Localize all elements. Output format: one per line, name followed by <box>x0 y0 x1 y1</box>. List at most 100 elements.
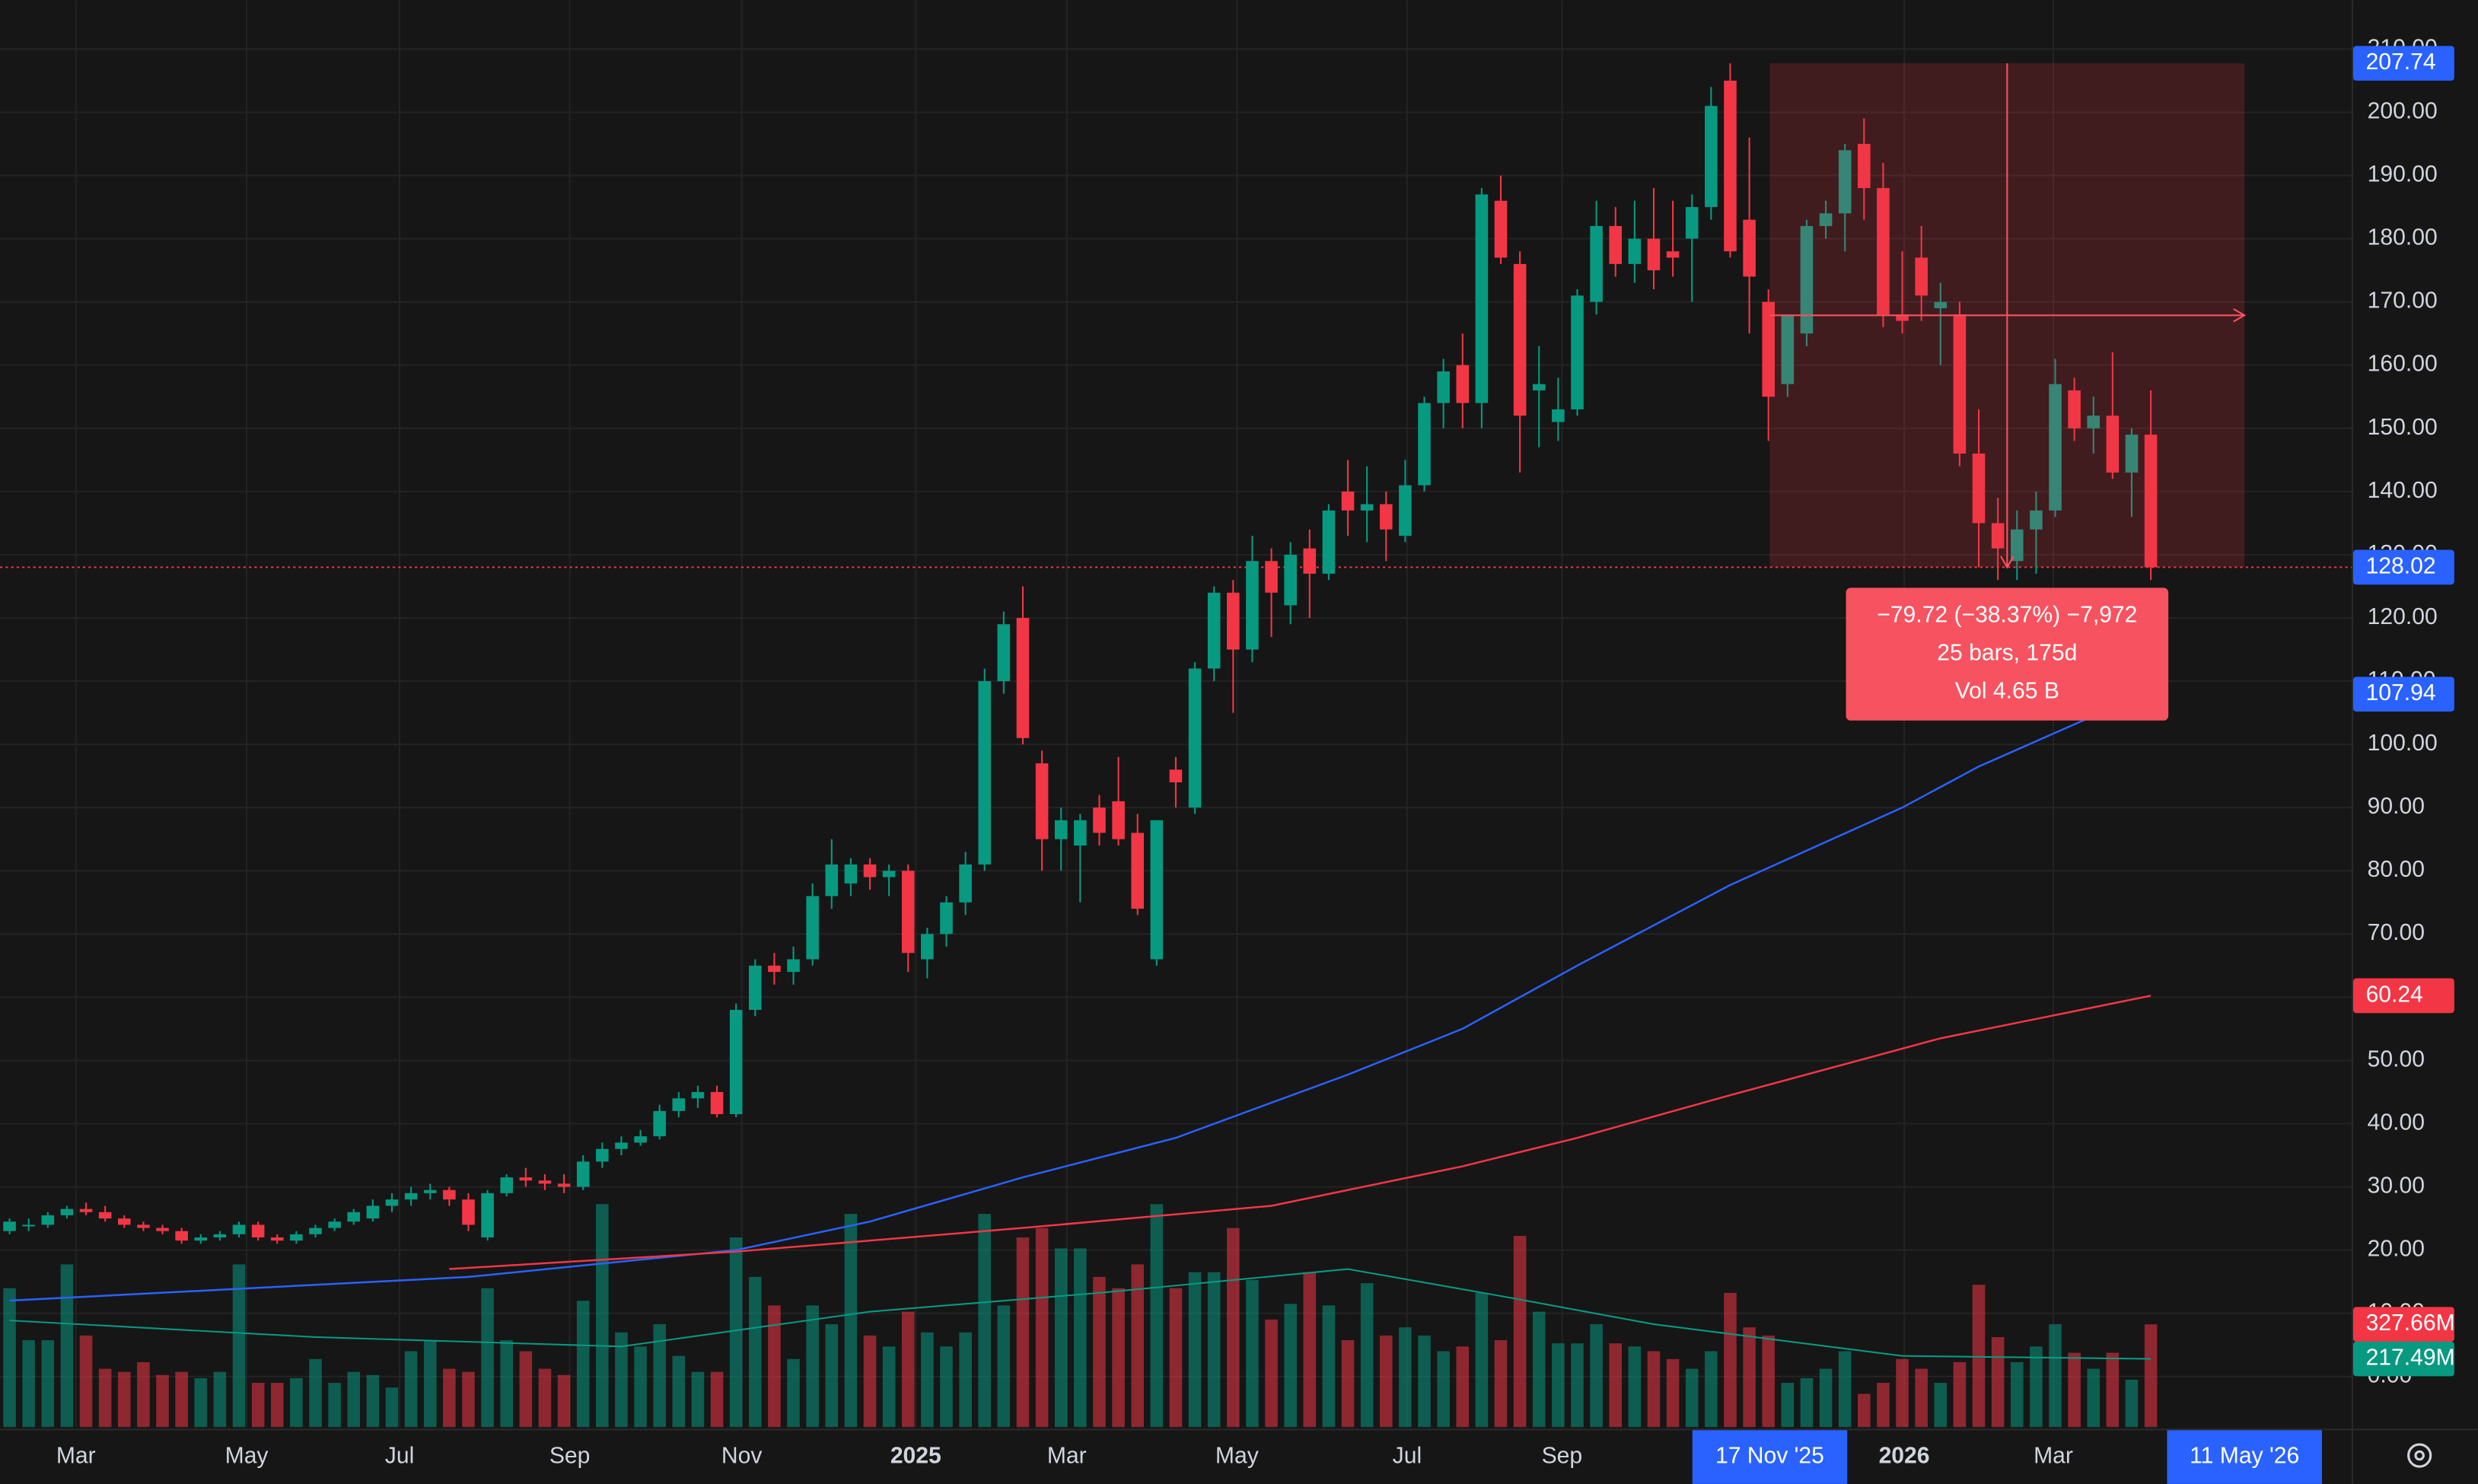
x-tick-label: Sep <box>549 1444 591 1469</box>
candle-body <box>2125 435 2139 473</box>
volume-bar <box>443 1368 456 1428</box>
candle-body <box>1819 213 1833 227</box>
range-label-bg <box>1692 1430 1848 1484</box>
candle-body <box>1437 371 1450 403</box>
volume-bar <box>213 1371 227 1428</box>
volume-bar <box>615 1332 628 1428</box>
volume-bar <box>328 1383 341 1428</box>
price-label: 107.94 <box>2366 680 2436 705</box>
candle-body <box>366 1205 380 1219</box>
y-tick-label: 30.00 <box>2368 1173 2425 1198</box>
volume-bar <box>1705 1351 1718 1428</box>
candle-body <box>60 1209 74 1215</box>
volume-bar <box>1265 1319 1278 1428</box>
volume-bar <box>1494 1340 1508 1428</box>
candle-body <box>901 871 915 954</box>
candle-body <box>79 1209 93 1212</box>
candle-body <box>538 1180 552 1184</box>
volume-bar <box>1379 1335 1393 1428</box>
y-tick-label: 140.00 <box>2368 478 2438 503</box>
volume-bar <box>98 1368 112 1428</box>
candle-body <box>863 864 877 877</box>
candle-body <box>1131 833 1144 909</box>
tooltip-line: 25 bars, 175d <box>1937 641 2077 666</box>
candle-body <box>1953 314 1967 454</box>
volume-bar <box>1322 1305 1336 1428</box>
candle-body <box>825 864 839 896</box>
candle-body <box>1284 554 1297 606</box>
candle-body <box>1379 504 1393 530</box>
settings-icon[interactable] <box>2407 1443 2432 1468</box>
volume-bar <box>481 1288 494 1428</box>
candle-body <box>1246 561 1259 650</box>
measure-tool: −79.72 (−38.37%) −7,972 25 bars, 175d Vol … <box>1769 63 2247 721</box>
candle-body <box>1838 150 1852 214</box>
candle-body <box>1399 485 1412 537</box>
range-label: 17 Nov '25 <box>1715 1444 1824 1469</box>
volume-bar <box>2125 1379 2139 1428</box>
volume-bar <box>596 1204 609 1428</box>
y-tick-label: 100.00 <box>2368 731 2438 756</box>
candle-body <box>729 1009 743 1115</box>
volume-bar <box>901 1311 915 1428</box>
candle-body <box>2010 529 2024 562</box>
candle-body <box>1915 257 1928 296</box>
volume-bar <box>1284 1304 1297 1428</box>
measure-tooltip <box>1846 588 2169 721</box>
volume-bar <box>825 1324 839 1428</box>
volume-bar <box>1016 1237 1030 1428</box>
volume-bar <box>347 1371 361 1428</box>
candle-body <box>787 959 800 973</box>
volume-bar <box>806 1305 819 1428</box>
candle-body <box>1743 219 1756 277</box>
candle-body <box>2087 416 2101 428</box>
y-tick-label: 20.00 <box>2368 1237 2425 1262</box>
candle-body <box>2106 416 2120 473</box>
volume-bar <box>2068 1352 2081 1428</box>
moving-average-line <box>449 995 2152 1270</box>
volume-bar <box>1093 1276 1106 1428</box>
y-tick-label: 150.00 <box>2368 415 2438 440</box>
candle-body <box>978 681 992 865</box>
y-tick-label: 50.00 <box>2368 1046 2425 1072</box>
measure-arrow-down <box>2000 556 2015 569</box>
candle-body <box>500 1177 513 1193</box>
y-tick-label: 200.00 <box>2368 98 2438 123</box>
candle-body <box>921 934 934 960</box>
candle-body <box>1781 314 1795 384</box>
candle-body <box>1322 510 1336 574</box>
price-label-bg <box>2352 677 2454 712</box>
candle-body <box>1475 194 1489 403</box>
candle-body <box>672 1098 686 1111</box>
candle-body <box>1628 238 1642 264</box>
volume-bar <box>519 1351 533 1428</box>
volume-bar <box>959 1332 972 1428</box>
x-tick-label: Sep <box>1542 1444 1583 1469</box>
price-label-bg <box>2352 549 2454 585</box>
volume-bar <box>1188 1272 1202 1428</box>
price-label-bg <box>2352 46 2454 81</box>
volume-bar <box>1896 1358 1909 1428</box>
tooltip-line: −79.72 (−38.37%) −7,972 <box>1877 603 2137 628</box>
candle-body <box>1532 384 1546 390</box>
candle-body <box>290 1234 303 1241</box>
candle-body <box>1035 763 1049 839</box>
volume-bar <box>2106 1352 2120 1428</box>
x-tick-label: Nov <box>721 1444 763 1469</box>
candle-body <box>1762 301 1775 397</box>
volume-bar <box>1800 1377 1814 1428</box>
volume-bar <box>2030 1346 2043 1428</box>
volume-bar <box>1915 1368 1928 1428</box>
volume-bar <box>768 1305 781 1428</box>
candle-body <box>22 1224 35 1227</box>
y-tick-label: 160.00 <box>2368 352 2438 377</box>
candle-body <box>691 1091 705 1099</box>
volume-bar <box>194 1377 208 1428</box>
volume-bar <box>653 1324 666 1428</box>
candle-body <box>1666 251 1680 258</box>
candle-body <box>1571 295 1584 409</box>
volume-bar <box>748 1276 762 1428</box>
volume-bar <box>2049 1324 2062 1428</box>
volume-bar <box>1360 1283 1374 1428</box>
candle-body <box>1188 668 1202 808</box>
